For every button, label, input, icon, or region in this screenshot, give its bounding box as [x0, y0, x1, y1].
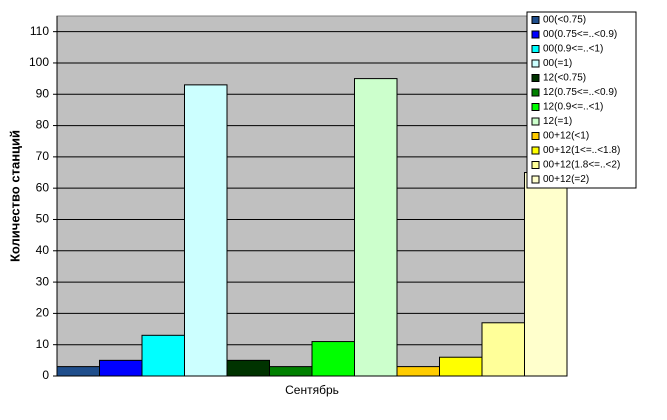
y-tick-label: 10 — [36, 337, 50, 351]
legend-swatch — [531, 117, 540, 126]
legend-label: 00(0.75<=..<0.9) — [543, 29, 617, 40]
bar — [439, 356, 483, 377]
legend-swatch — [531, 74, 540, 82]
bar — [226, 359, 270, 377]
legend-swatch — [531, 59, 540, 68]
legend-swatch — [531, 132, 540, 140]
legend-label: 00(<0.75) — [543, 15, 586, 26]
legend-swatch — [531, 103, 540, 111]
x-tick-label: Сентябрь — [285, 383, 339, 397]
y-tick-label: 60 — [36, 180, 50, 194]
legend-label: 00+12(=2) — [543, 174, 589, 185]
legend-swatch — [531, 175, 540, 184]
bar — [311, 341, 355, 377]
legend-label: 00+12(<1) — [543, 131, 589, 142]
legend-label: 12(=1) — [543, 116, 572, 127]
legend-label: 12(0.75<=..<0.9) — [543, 87, 617, 98]
bar — [396, 366, 440, 377]
bar — [354, 78, 398, 377]
bar — [184, 84, 228, 377]
legend-swatch — [531, 88, 540, 97]
legend-label: 00(=1) — [543, 58, 572, 69]
legend: 00(<0.75) 00(0.75<=..<0.9) 00(0.9<=..<1) 00… — [526, 11, 637, 189]
legend-swatch — [531, 45, 540, 53]
legend-swatch — [531, 16, 540, 24]
y-tick-label: 50 — [36, 212, 50, 226]
y-axis-title: Количество станций — [7, 130, 22, 262]
legend-label: 12(<0.75) — [543, 73, 586, 84]
bar — [141, 334, 185, 377]
legend-label: 00+12(1.8<=..<2) — [543, 160, 620, 171]
y-tick-label: 100 — [29, 55, 49, 69]
bar — [56, 366, 100, 377]
bar — [269, 366, 313, 377]
legend-label: 00(0.9<=..<1) — [543, 44, 603, 55]
y-tick-label: 0 — [42, 368, 49, 382]
legend-swatch — [531, 146, 540, 155]
y-tick-label: 70 — [36, 149, 50, 163]
y-tick-label: 80 — [36, 118, 50, 132]
legend-swatch — [531, 161, 540, 169]
plot-area — [56, 15, 568, 377]
bar — [99, 359, 143, 377]
y-tick-label: 30 — [36, 274, 50, 288]
y-tick-label: 20 — [36, 306, 50, 320]
legend-label: 00+12(1<=..<1.8) — [543, 145, 620, 156]
legend-label: 12(0.9<=..<1) — [543, 102, 603, 113]
legend-box — [526, 11, 637, 189]
legend-swatch — [531, 30, 540, 39]
bar — [481, 322, 525, 377]
y-tick-label: 110 — [30, 24, 49, 38]
y-tick-label: 40 — [36, 243, 50, 257]
y-tick-label: 90 — [36, 86, 50, 100]
bar — [524, 172, 568, 377]
